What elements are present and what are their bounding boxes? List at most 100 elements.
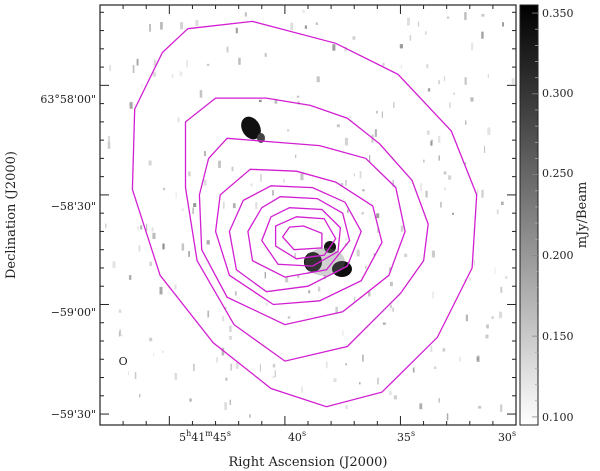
- noise-speckle: [238, 57, 241, 65]
- noise-speckle: [163, 187, 166, 191]
- noise-speckle: [152, 232, 156, 239]
- noise-speckle: [301, 386, 303, 393]
- noise-speckle: [259, 99, 262, 103]
- noise-speckle: [266, 302, 268, 306]
- noise-speckle: [487, 74, 489, 79]
- noise-speckle: [362, 354, 364, 362]
- noise-speckle: [272, 376, 276, 379]
- x-tick-label-30: 30s: [498, 429, 516, 444]
- noise-speckle: [352, 36, 356, 40]
- noise-speckle: [485, 334, 489, 339]
- noise-speckle: [400, 225, 404, 232]
- noise-speckle: [232, 203, 236, 209]
- noise-speckle: [389, 391, 392, 396]
- noise-speckle: [438, 80, 440, 85]
- noise-speckle: [244, 12, 247, 17]
- noise-speckle: [382, 62, 385, 66]
- noise-speckle: [424, 31, 427, 35]
- noise-speckle: [340, 182, 344, 187]
- noise-speckle: [335, 306, 338, 313]
- noise-speckle: [294, 252, 296, 259]
- noise-speckle: [464, 77, 467, 85]
- noise-speckle: [199, 90, 203, 98]
- noise-speckle: [500, 286, 503, 293]
- noise-speckle: [465, 120, 467, 125]
- noise-speckle: [468, 277, 471, 281]
- noise-speckle: [175, 191, 177, 199]
- noise-speckle: [129, 102, 133, 109]
- noise-speckle: [203, 151, 206, 157]
- noise-speckle: [400, 64, 402, 69]
- source-core-halo: [305, 248, 345, 276]
- colorbar-tick-label-5: 0.100: [542, 411, 574, 424]
- noise-speckle: [345, 237, 348, 240]
- colorbar-title: mJy/Beam: [575, 182, 590, 249]
- noise-speckle: [203, 179, 207, 186]
- colorbar-tick-labels: 0.350 0.300 0.250 0.200 0.150 0.100: [542, 7, 574, 424]
- noise-speckle: [297, 275, 300, 278]
- noise-speckle: [390, 304, 392, 309]
- noise-speckle: [287, 316, 291, 319]
- plot-background: [100, 5, 516, 425]
- noise-speckle: [354, 297, 356, 303]
- noise-speckle: [148, 160, 152, 166]
- noise-speckle: [448, 175, 452, 180]
- contour-level-8: [274, 216, 337, 260]
- noise-speckle: [118, 309, 122, 313]
- noise-speckle: [345, 363, 347, 366]
- noise-speckle: [332, 44, 336, 51]
- noise-speckle: [376, 213, 380, 219]
- noise-speckle: [149, 261, 152, 266]
- noise-speckle: [112, 261, 116, 269]
- noise-speckle: [430, 345, 433, 353]
- noise-speckle: [379, 143, 381, 148]
- noise-speckle: [207, 310, 210, 318]
- noise-speckle: [432, 291, 434, 299]
- noise-speckle: [138, 245, 141, 252]
- noise-speckle: [134, 371, 137, 379]
- noise-speckle: [393, 102, 395, 108]
- noise-speckle: [186, 59, 188, 68]
- noise-speckle: [137, 226, 139, 231]
- contour-lines: [131, 20, 478, 408]
- noise-speckle: [153, 352, 155, 356]
- noise-speckle: [160, 22, 163, 30]
- noise-speckle: [393, 395, 397, 400]
- noise-speckle: [487, 127, 491, 136]
- noise-speckle: [264, 53, 267, 57]
- noise-speckle: [188, 251, 190, 257]
- axis-ticks: [99, 5, 517, 425]
- noise-speckle: [473, 260, 475, 266]
- noise-speckle: [444, 187, 446, 191]
- noise-speckle: [342, 329, 344, 336]
- noise-speckle: [193, 203, 197, 207]
- noise-speckle: [139, 393, 141, 398]
- noise-speckle: [140, 225, 143, 230]
- noise-speckle: [430, 140, 433, 146]
- noise-speckle: [283, 179, 285, 183]
- noise-speckle: [344, 137, 348, 146]
- beam-marker: O: [119, 355, 128, 368]
- noise-speckle: [443, 75, 446, 82]
- colorbar-tick-label-3: 0.200: [542, 249, 574, 262]
- noise-speckle: [464, 12, 467, 20]
- noise-speckle: [452, 212, 454, 215]
- noise-speckle: [496, 209, 499, 215]
- noise-speckle: [502, 22, 504, 27]
- colorbar-tick-label-1: 0.300: [542, 87, 574, 100]
- noise-speckle: [412, 367, 415, 373]
- noise-speckle: [171, 73, 174, 78]
- noise-speckle: [459, 356, 461, 362]
- noise-speckle: [481, 31, 484, 39]
- noise-speckle: [373, 253, 375, 256]
- noise-speckle: [317, 286, 321, 292]
- noise-speckle: [193, 363, 195, 372]
- noise-speckle: [285, 276, 289, 283]
- noise-speckle: [417, 21, 420, 27]
- colorbar-ticks: [532, 12, 538, 418]
- noise-speckle: [427, 130, 430, 135]
- noise-speckle: [229, 325, 232, 332]
- noise-speckle: [274, 98, 278, 104]
- noise-speckle: [446, 413, 449, 421]
- noise-speckle: [476, 188, 479, 195]
